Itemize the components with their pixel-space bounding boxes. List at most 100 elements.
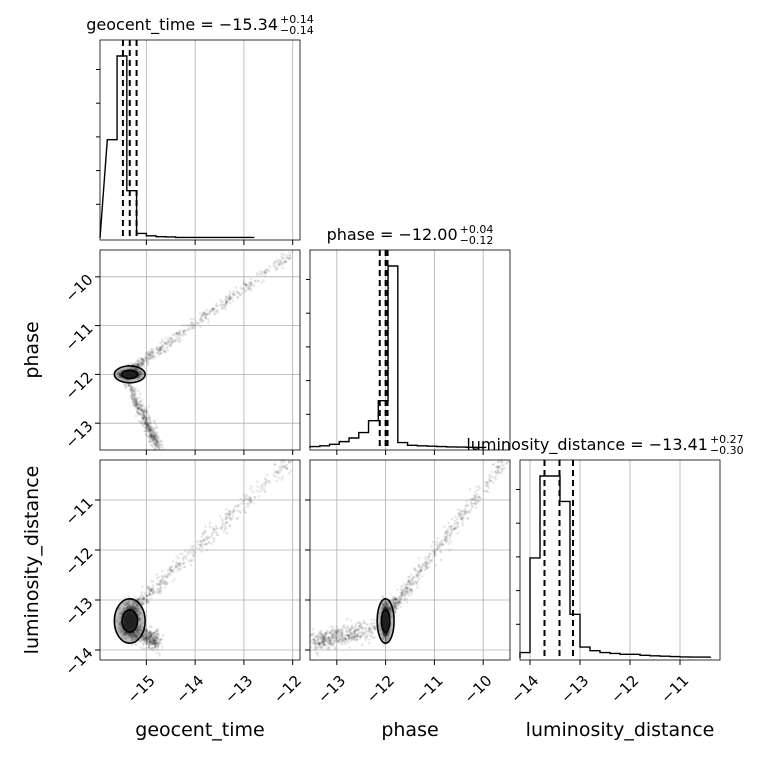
sample-point xyxy=(119,373,122,376)
sample-point xyxy=(157,446,160,450)
sample-point xyxy=(281,475,285,479)
sample-point xyxy=(154,437,158,440)
sample-point xyxy=(166,340,170,344)
sample-point xyxy=(141,404,144,408)
sample-point xyxy=(159,439,163,442)
sample-point xyxy=(210,308,214,312)
sample-point xyxy=(141,371,144,375)
sample-point xyxy=(244,506,247,509)
sample-point xyxy=(197,547,201,551)
sample-point xyxy=(139,371,143,375)
sample-point xyxy=(275,259,279,262)
sample-point xyxy=(200,540,203,544)
sample-point xyxy=(149,443,153,446)
sample-point xyxy=(137,363,140,367)
sample-point xyxy=(262,482,266,485)
hist-panel-geocent_time xyxy=(96,39,301,245)
sample-point xyxy=(160,646,164,649)
panel-background xyxy=(310,250,510,450)
sample-point xyxy=(148,634,152,637)
sample-point xyxy=(134,414,138,418)
sample-point xyxy=(272,474,276,478)
sample-point xyxy=(139,376,143,379)
sample-point xyxy=(158,442,161,445)
histogram-step-line xyxy=(99,55,255,239)
sample-point xyxy=(251,490,255,494)
sample-point xyxy=(187,559,190,562)
sample-point xyxy=(190,547,194,551)
sample-point xyxy=(225,301,229,304)
sample-point xyxy=(140,371,144,375)
sample-point xyxy=(139,369,143,373)
sample-point xyxy=(222,522,226,526)
sample-point xyxy=(246,283,249,287)
sample-point xyxy=(242,291,245,295)
sample-point xyxy=(143,648,146,651)
sample-point xyxy=(186,328,190,331)
sample-point xyxy=(152,431,155,434)
sample-point xyxy=(153,419,156,423)
sample-point xyxy=(289,469,293,473)
sample-point xyxy=(118,375,121,379)
sample-point xyxy=(118,373,121,377)
sample-point xyxy=(136,377,140,381)
sample-point xyxy=(184,554,188,558)
sample-point xyxy=(150,642,153,646)
sample-point xyxy=(141,585,144,589)
sample-point xyxy=(278,476,281,480)
sample-point xyxy=(264,268,268,271)
sample-point xyxy=(138,377,142,380)
sample-point xyxy=(242,279,246,282)
sample-point xyxy=(249,288,252,292)
sample-point xyxy=(142,409,146,413)
sample-point xyxy=(281,266,285,270)
sample-point xyxy=(155,430,158,434)
sample-point xyxy=(183,323,187,327)
sample-point xyxy=(144,416,147,419)
sample-point xyxy=(253,279,257,283)
sample-point xyxy=(148,433,151,436)
sample-point xyxy=(138,374,142,378)
sample-point xyxy=(273,264,276,268)
sample-point xyxy=(281,262,284,265)
sample-point xyxy=(228,301,232,305)
sample-point xyxy=(183,549,187,553)
sample-point xyxy=(155,572,158,576)
sample-point xyxy=(123,596,126,599)
sample-point xyxy=(260,281,264,284)
sample-point xyxy=(239,286,243,289)
sample-point xyxy=(163,350,167,354)
sample-point xyxy=(163,586,166,589)
sample-point xyxy=(117,372,120,376)
sample-point xyxy=(140,420,143,424)
sample-point xyxy=(215,526,218,530)
sample-point xyxy=(273,260,277,264)
contour-inner xyxy=(121,369,139,380)
sample-point xyxy=(138,400,142,403)
sample-point xyxy=(140,591,144,594)
sample-point xyxy=(139,369,143,373)
sample-point xyxy=(142,372,145,376)
sample-point xyxy=(263,490,267,494)
sample-point xyxy=(290,250,294,254)
sample-point xyxy=(189,317,193,321)
sample-point xyxy=(249,277,253,281)
sample-point xyxy=(148,437,152,441)
sample-point xyxy=(130,643,134,647)
sample-point xyxy=(143,366,146,369)
sample-point xyxy=(190,321,194,324)
sample-point xyxy=(144,423,147,426)
sample-point xyxy=(240,502,244,505)
sample-point xyxy=(237,292,240,295)
sample-point xyxy=(236,295,239,299)
sample-point xyxy=(139,370,142,373)
sample-point xyxy=(181,324,184,327)
sample-point xyxy=(148,631,151,635)
sample-point xyxy=(229,518,233,522)
sample-point xyxy=(143,429,146,433)
sample-point xyxy=(207,320,210,324)
sample-point xyxy=(119,369,122,373)
sample-point xyxy=(174,338,177,342)
sample-point xyxy=(225,508,228,512)
